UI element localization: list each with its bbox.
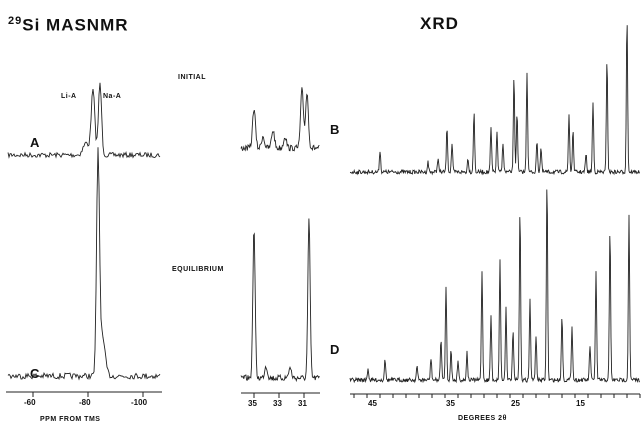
xrd-axis-label: DEGREES 2θ [458,415,507,422]
xrd-tick-label-45: 45 [368,399,377,408]
nmr-trace-a [7,82,161,159]
middle-tick-label-31: 31 [298,399,307,408]
panel-label-d: D [330,342,340,357]
nmr-heading-superscript: 29 [8,15,23,27]
nmr-tick-label-80: -80 [79,398,91,407]
xrd-heading: XRD [420,14,459,33]
peak-label-li-a: Li-A [61,93,77,100]
middle-tick-label-35: 35 [248,399,257,408]
xrd-tick-label-35: 35 [446,399,455,408]
peak-label-na-a: Na-A [103,93,122,100]
panel-label-b: B [330,122,340,137]
nmr-axis-unit: PPM FROM TMS [40,416,101,423]
xrd-trace-b [349,25,641,176]
nmr-heading: 29Si MASNMR [8,15,129,36]
label-initial: INITIAL [178,74,206,81]
nmr-trace-c [7,147,161,381]
middle-trace-initial [240,87,320,152]
nmr-heading-text: Si MASNMR [22,15,129,35]
nmr-tick-label-60: -60 [24,398,36,407]
label-equilibrium: EQUILIBRIUM [172,266,224,273]
xrd-axis-ticks [353,394,641,398]
xrd-tick-label-25: 25 [511,399,520,408]
nmr-tick-label-100: -100 [131,398,148,407]
xrd-tick-label-15: 15 [576,399,585,408]
middle-trace-equilibrium [240,218,320,383]
panel-label-a: A [30,135,40,150]
xrd-trace-d [349,189,640,384]
panel-label-c: C [30,366,40,381]
middle-tick-label-33: 33 [273,399,282,408]
